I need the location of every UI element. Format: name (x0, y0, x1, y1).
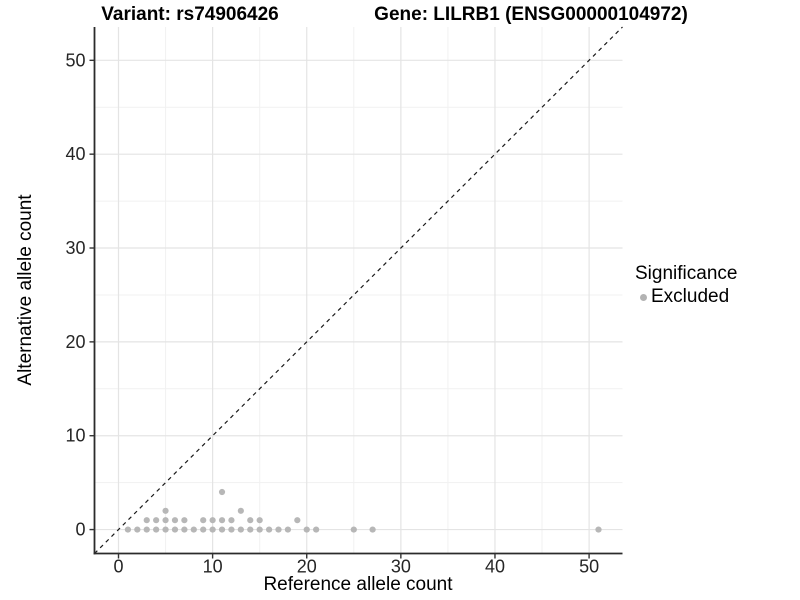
data-point (350, 526, 357, 533)
data-point (256, 517, 263, 524)
y-tick-label: 0 (75, 520, 85, 540)
data-point (162, 507, 169, 514)
data-point (284, 526, 292, 533)
data-point (134, 526, 141, 533)
data-point (209, 526, 216, 533)
data-point (181, 526, 188, 533)
data-point (200, 526, 207, 533)
data-point (228, 517, 235, 524)
data-point (124, 526, 132, 533)
y-tick-label: 50 (65, 50, 85, 70)
data-point (237, 526, 244, 533)
data-point (171, 517, 179, 524)
identity-reference-line (94, 26, 623, 554)
data-point (143, 526, 150, 533)
plot-title-gene: Gene: LILRB1 (ENSG00000104972) (374, 4, 688, 25)
legend-point-icon (640, 293, 647, 301)
y-tick-label: 10 (65, 426, 85, 446)
data-point (247, 526, 254, 533)
y-tick-label: 30 (65, 238, 85, 258)
legend-item-label: Excluded (651, 286, 730, 307)
data-point (369, 526, 376, 533)
data-point (303, 526, 310, 533)
data-point (218, 526, 226, 533)
data-point (237, 507, 244, 514)
plot-title-variant: Variant: rs74906426 (101, 4, 279, 25)
data-point (247, 517, 254, 524)
x-tick-label: 40 (485, 557, 505, 577)
legend-item-excluded: Excluded (635, 286, 737, 308)
x-tick-label: 0 (113, 557, 123, 577)
data-point (162, 517, 169, 524)
data-point (153, 517, 160, 524)
data-point (209, 517, 216, 524)
data-point (162, 526, 169, 533)
data-point (171, 526, 179, 533)
x-axis-title: Reference allele count (263, 574, 453, 595)
data-point (218, 488, 226, 496)
x-tick-label: 50 (579, 557, 599, 577)
data-point (200, 517, 207, 524)
legend: Significance Excluded (635, 263, 737, 308)
y-tick-label: 40 (65, 144, 85, 164)
data-point (256, 526, 263, 533)
legend-title: Significance (635, 263, 738, 284)
x-tick-label: 20 (297, 557, 317, 577)
data-point (294, 517, 301, 524)
data-point (143, 517, 150, 524)
data-point (313, 526, 320, 533)
y-axis-title: Alternative allele count (15, 194, 36, 386)
data-point (275, 526, 282, 533)
data-point (595, 526, 602, 533)
x-tick-label: 30 (391, 557, 411, 577)
data-point (153, 526, 160, 533)
data-point (265, 526, 273, 533)
data-point (218, 517, 226, 524)
y-tick-label: 20 (65, 332, 85, 352)
x-tick-label: 10 (203, 557, 223, 577)
data-point (181, 517, 188, 524)
data-point (228, 526, 235, 533)
data-point (190, 526, 197, 533)
